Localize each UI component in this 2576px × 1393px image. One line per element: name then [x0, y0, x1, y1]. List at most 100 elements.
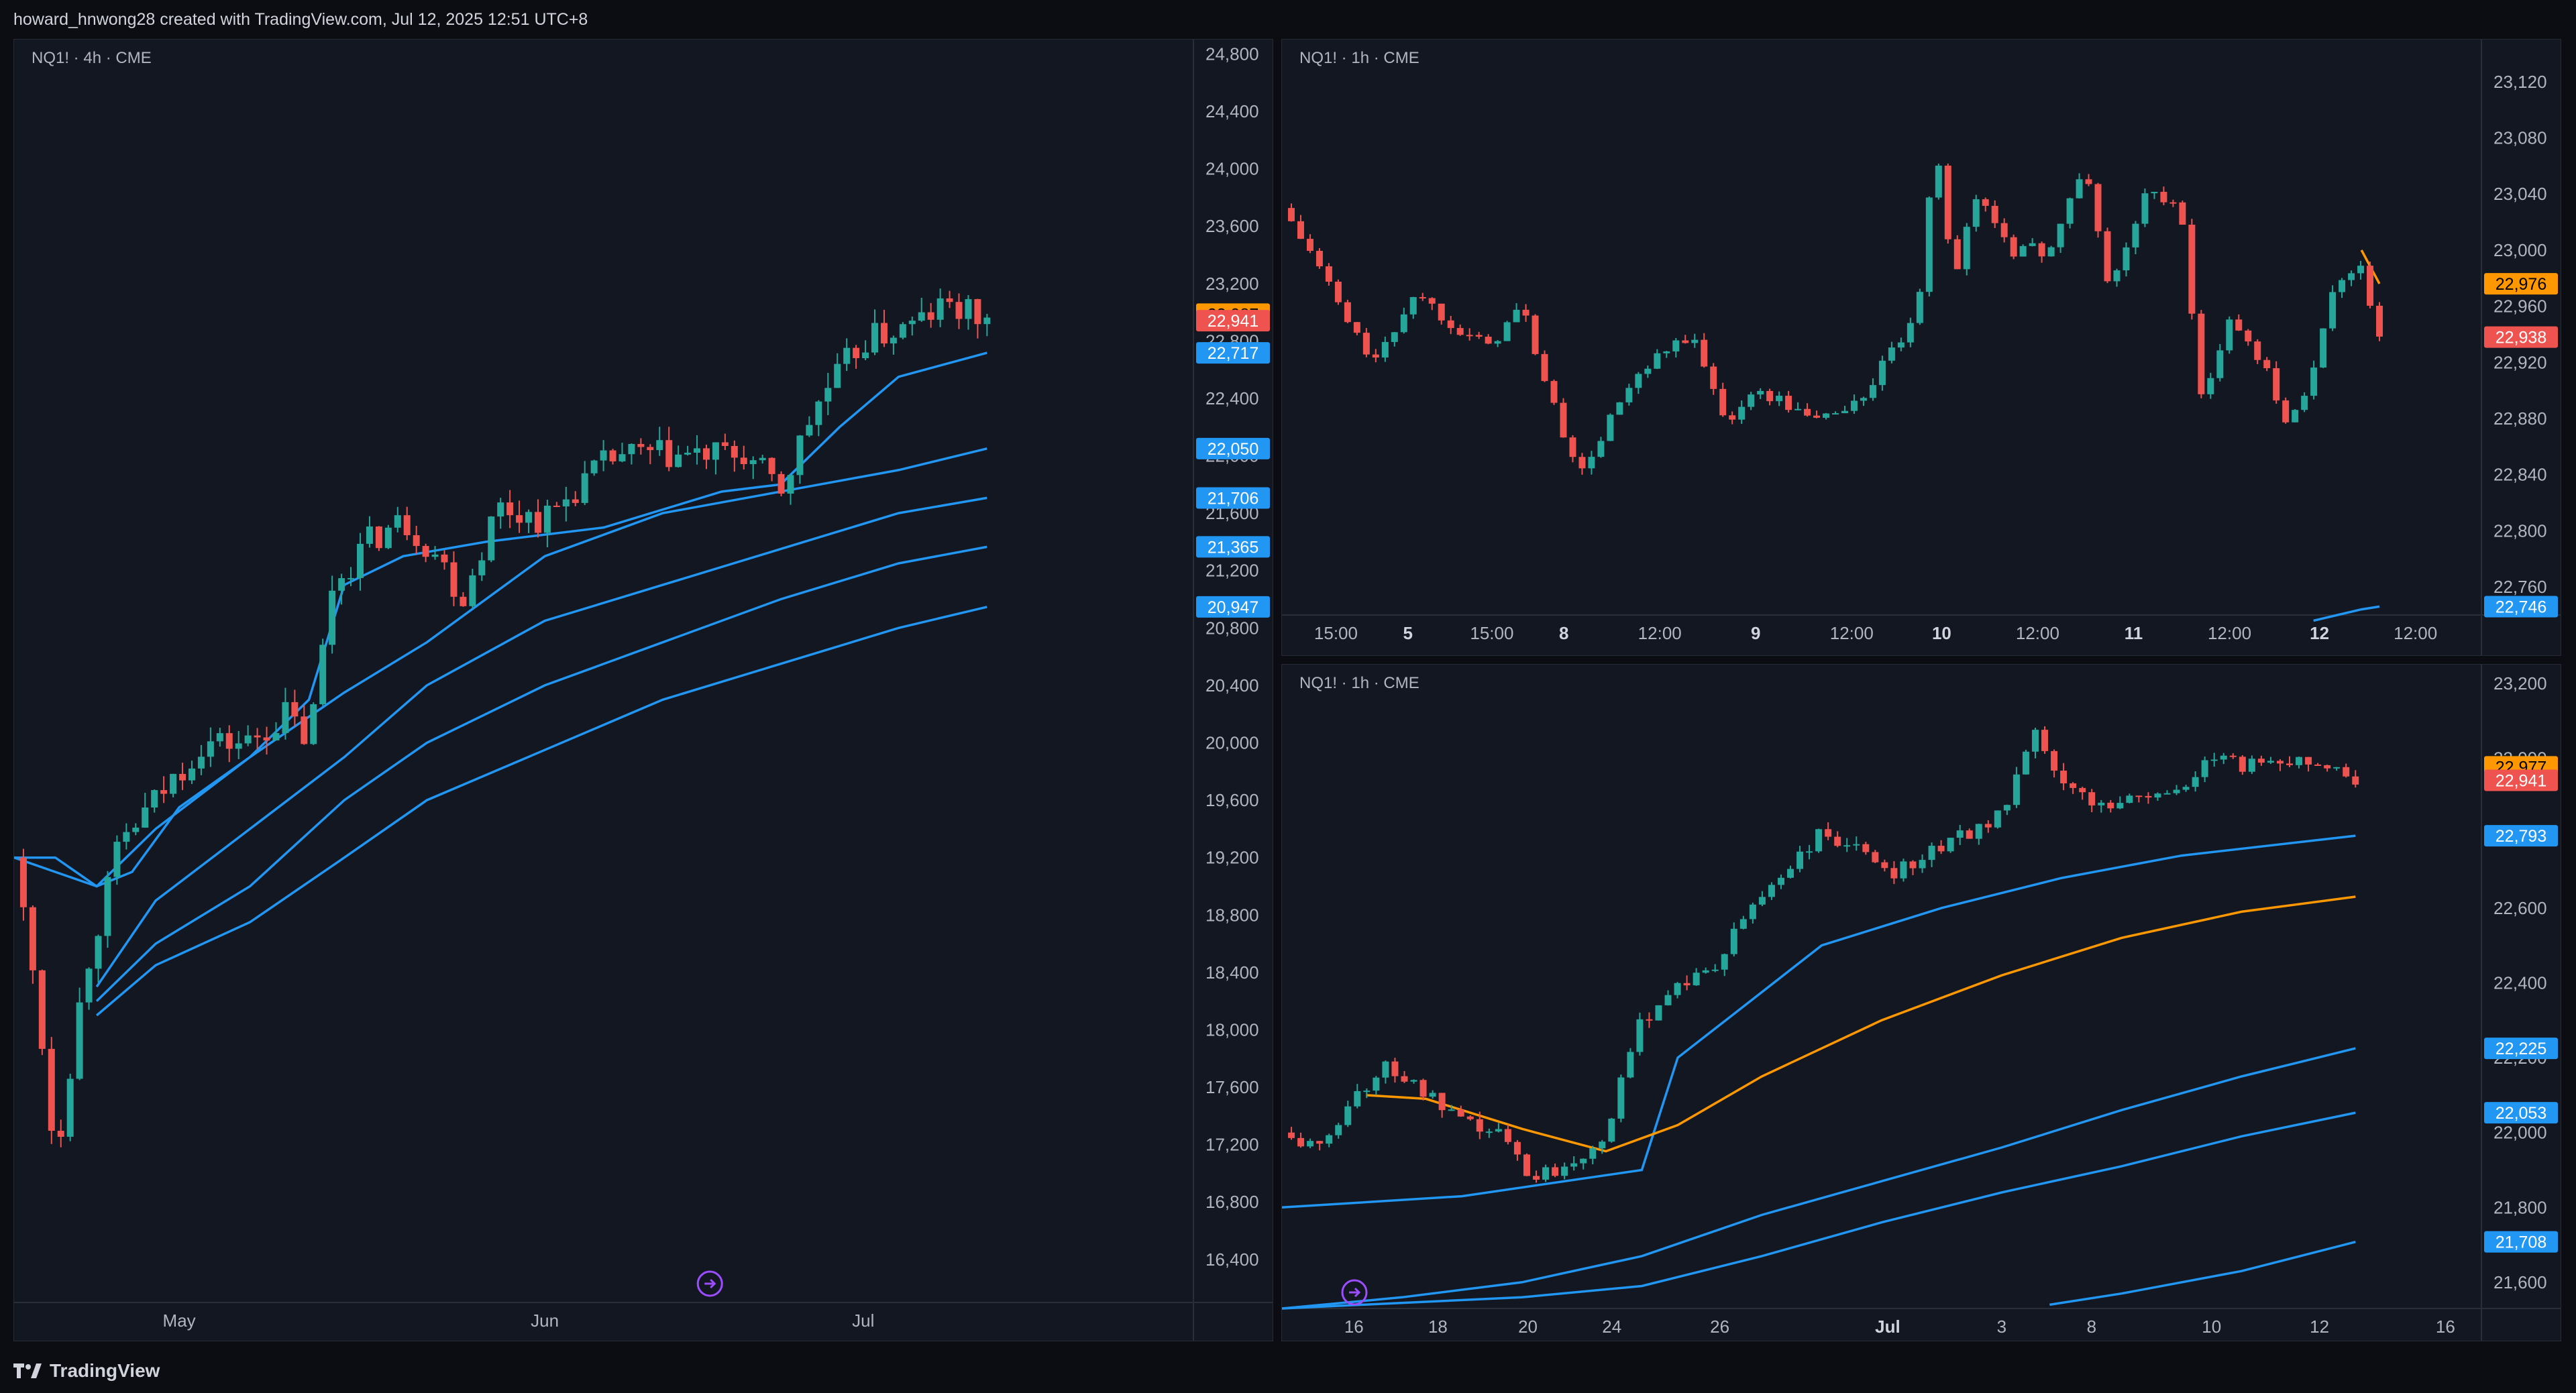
candle-body	[1353, 322, 1360, 333]
candle-body	[2210, 759, 2218, 761]
candle-body	[1607, 414, 1614, 441]
price-label-text: 20,947	[1208, 598, 1258, 617]
candle-body	[1860, 398, 1867, 401]
candle-body	[1523, 1154, 1530, 1176]
candle-body	[1316, 1141, 1324, 1144]
candle-body	[581, 473, 588, 503]
chart-pane-4h[interactable]: 16,400 16,800 17,200 17,600 18,000 18,400 18,8…	[13, 39, 1273, 1341]
candle-body	[1823, 413, 1830, 418]
candle-body	[1869, 385, 1876, 398]
price-label-text: 22,746	[2496, 598, 2546, 616]
candle-body	[38, 970, 46, 1049]
candle-body	[1916, 292, 1923, 323]
candle-body	[1719, 388, 1727, 416]
price-label-badge	[2484, 1102, 2558, 1124]
candle-body	[880, 323, 888, 344]
chart-legend-1h-bottom: NQ1! · 1h · CME	[1299, 674, 1419, 692]
candle-body	[2314, 764, 2322, 766]
moving-average-line	[1282, 1047, 2356, 1310]
candle-body	[151, 790, 158, 808]
x-tick-label: 12	[2310, 623, 2329, 643]
moving-average-line	[2313, 605, 2380, 622]
x-tick-label: Jul	[1875, 1317, 1900, 1337]
candle-body	[469, 575, 476, 606]
tradingview-logo[interactable]: TradingView	[13, 1360, 160, 1382]
candle-body	[1372, 354, 1379, 358]
candle-body	[1495, 1129, 1502, 1132]
candle-body	[702, 448, 710, 460]
candle-body	[675, 454, 682, 467]
candle-body	[1935, 165, 1942, 198]
candle-body	[104, 877, 111, 936]
candle-body	[1344, 1106, 1352, 1125]
candle-body	[450, 562, 458, 597]
chart-pane-1h-top[interactable]: 22,760 22,800 22,840 22,880 22,920 22,960 23,0…	[1281, 39, 2561, 656]
candle-body	[142, 807, 149, 828]
candle-body	[609, 450, 616, 461]
candle-body	[1878, 360, 1886, 386]
candle-body	[974, 298, 981, 325]
candle-body	[656, 440, 663, 451]
chart-svg-4h[interactable]: 16,400 16,800 17,200 17,600 18,000 18,400 18,8…	[14, 40, 1273, 1341]
candle-body	[1972, 199, 1980, 227]
candle-body	[197, 757, 205, 769]
candle-body	[2267, 761, 2274, 763]
candle-body	[2343, 767, 2350, 777]
candle-body	[1635, 374, 1642, 388]
chart-svg-1h-bottom[interactable]: 21,60021,80022,00022,20022,40022,60022,8…	[1282, 665, 2561, 1341]
candle-body	[2257, 759, 2265, 763]
event-marker-icon[interactable]	[696, 1270, 723, 1297]
candle-body	[590, 460, 598, 473]
candle-body	[1513, 1141, 1521, 1155]
candle-body	[1664, 995, 1672, 1005]
price-label-text: 22,941	[1208, 312, 1258, 331]
candle-body	[1597, 441, 1605, 457]
candle-body	[1644, 368, 1652, 374]
x-tick-label: 15:00	[1314, 623, 1358, 643]
y-tick-label: 23,000	[2493, 240, 2547, 260]
candle-body	[787, 475, 794, 494]
x-tick-label: 26	[1710, 1317, 1729, 1337]
candle-body	[1297, 1137, 1305, 1147]
candle-body	[1616, 402, 1623, 415]
y-tick-label: 23,080	[2493, 127, 2547, 148]
candle-body	[1569, 437, 1576, 457]
candle-body	[1589, 1148, 1597, 1159]
y-tick-label: 21,600	[2493, 1272, 2547, 1292]
candle-body	[1982, 199, 1989, 206]
candle-body	[272, 732, 280, 741]
event-marker-icon[interactable]	[1341, 1279, 1368, 1306]
x-tick-label: 16	[2436, 1317, 2455, 1337]
candle-body	[1944, 165, 1951, 239]
price-label-text: 22,050	[1208, 440, 1258, 459]
candle-body	[2276, 761, 2284, 764]
candle-body	[1541, 353, 1548, 382]
candle-body	[1710, 366, 1717, 389]
candle-body	[188, 768, 195, 781]
y-tick-label: 21,200	[1205, 561, 1259, 581]
candle-body	[48, 1048, 55, 1131]
candle-body	[815, 401, 822, 425]
candle-body	[1636, 1019, 1644, 1052]
candle-body	[1466, 335, 1473, 337]
candle-body	[329, 590, 336, 645]
moving-average-line	[1282, 834, 2356, 1209]
candle-body	[2182, 787, 2190, 790]
candle-body	[1850, 400, 1858, 411]
candle-body	[740, 457, 747, 464]
x-tick-label: 9	[1751, 623, 1760, 643]
y-tick-label: 16,400	[1205, 1249, 1259, 1270]
candle-body	[2116, 803, 2124, 809]
candle-body	[497, 502, 504, 517]
candle-body	[254, 735, 261, 738]
candle-body	[1401, 1076, 1408, 1082]
candle-body	[1504, 1129, 1511, 1142]
candle-body	[1325, 266, 1332, 282]
candle-body	[1691, 339, 1699, 343]
chart-pane-1h-bottom[interactable]: 21,60021,80022,00022,20022,40022,60022,8…	[1281, 664, 2561, 1341]
price-label-text: 22,938	[2496, 329, 2546, 347]
chart-svg-1h-top[interactable]: 22,760 22,800 22,840 22,880 22,920 22,960 23,0…	[1282, 40, 2561, 656]
candle-body	[834, 364, 841, 388]
candle-body	[1984, 824, 1992, 828]
candle-body	[1429, 1093, 1436, 1097]
